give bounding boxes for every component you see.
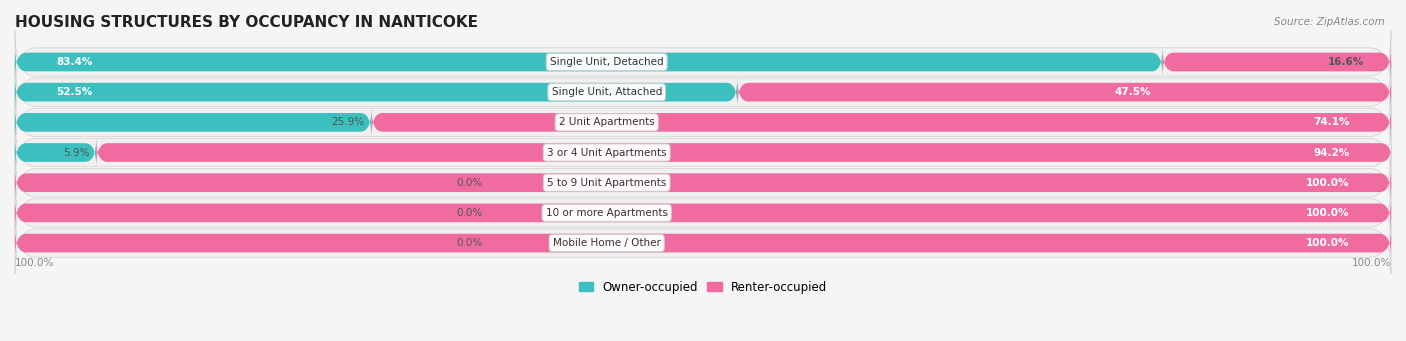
FancyBboxPatch shape — [15, 152, 1391, 214]
Text: Single Unit, Attached: Single Unit, Attached — [551, 87, 662, 97]
Text: HOUSING STRUCTURES BY OCCUPANCY IN NANTICOKE: HOUSING STRUCTURES BY OCCUPANCY IN NANTI… — [15, 15, 478, 30]
FancyBboxPatch shape — [15, 228, 1391, 258]
FancyBboxPatch shape — [371, 107, 1391, 137]
FancyBboxPatch shape — [15, 198, 1391, 228]
Text: 0.0%: 0.0% — [457, 238, 482, 248]
Text: Mobile Home / Other: Mobile Home / Other — [553, 238, 661, 248]
Text: 10 or more Apartments: 10 or more Apartments — [546, 208, 668, 218]
FancyBboxPatch shape — [15, 47, 1163, 77]
FancyBboxPatch shape — [15, 168, 1391, 197]
FancyBboxPatch shape — [737, 77, 1391, 107]
Text: 2 Unit Apartments: 2 Unit Apartments — [558, 117, 655, 127]
Text: Single Unit, Detached: Single Unit, Detached — [550, 57, 664, 67]
Text: 16.6%: 16.6% — [1327, 57, 1364, 67]
FancyBboxPatch shape — [15, 182, 1391, 244]
Text: 0.0%: 0.0% — [457, 208, 482, 218]
Legend: Owner-occupied, Renter-occupied: Owner-occupied, Renter-occupied — [574, 276, 832, 298]
Text: 83.4%: 83.4% — [56, 57, 93, 67]
Text: 100.0%: 100.0% — [1351, 258, 1391, 268]
Text: 74.1%: 74.1% — [1313, 117, 1350, 127]
Text: 52.5%: 52.5% — [56, 87, 93, 97]
Text: 5 to 9 Unit Apartments: 5 to 9 Unit Apartments — [547, 178, 666, 188]
Text: 100.0%: 100.0% — [1306, 178, 1350, 188]
Text: 100.0%: 100.0% — [15, 258, 55, 268]
FancyBboxPatch shape — [15, 61, 1391, 123]
FancyBboxPatch shape — [15, 138, 96, 167]
FancyBboxPatch shape — [15, 91, 1391, 153]
Text: 94.2%: 94.2% — [1313, 148, 1350, 158]
FancyBboxPatch shape — [15, 107, 371, 137]
Text: 100.0%: 100.0% — [1306, 238, 1350, 248]
FancyBboxPatch shape — [15, 31, 1391, 93]
FancyBboxPatch shape — [15, 121, 1391, 183]
Text: 0.0%: 0.0% — [457, 178, 482, 188]
Text: 25.9%: 25.9% — [332, 117, 364, 127]
FancyBboxPatch shape — [96, 138, 1392, 167]
Text: 47.5%: 47.5% — [1115, 87, 1152, 97]
Text: 5.9%: 5.9% — [63, 148, 90, 158]
FancyBboxPatch shape — [15, 212, 1391, 274]
FancyBboxPatch shape — [1163, 47, 1391, 77]
Text: 100.0%: 100.0% — [1306, 208, 1350, 218]
Text: Source: ZipAtlas.com: Source: ZipAtlas.com — [1274, 17, 1385, 27]
Text: 3 or 4 Unit Apartments: 3 or 4 Unit Apartments — [547, 148, 666, 158]
FancyBboxPatch shape — [15, 77, 737, 107]
